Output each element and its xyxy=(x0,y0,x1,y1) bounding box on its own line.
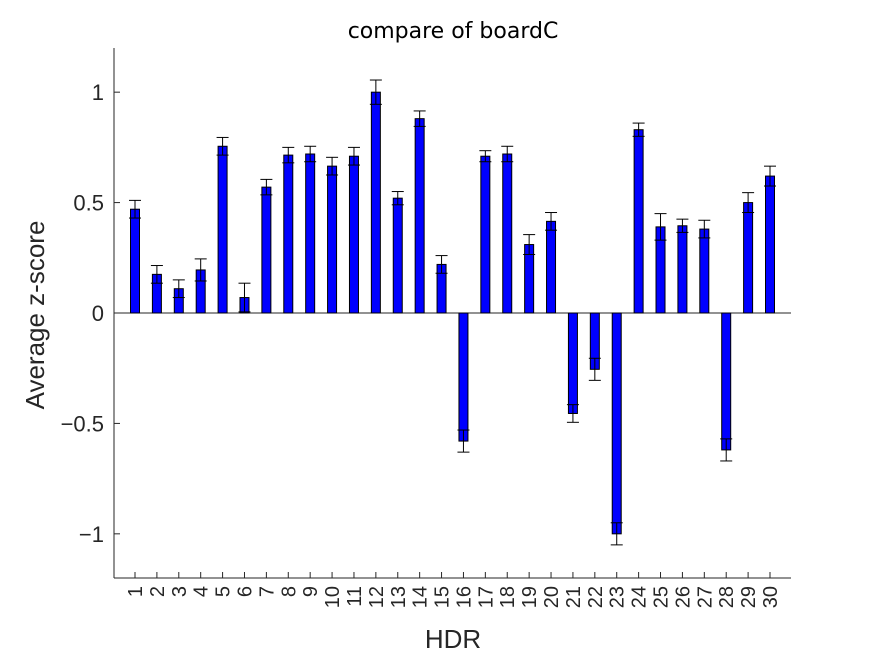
error-bars-group xyxy=(129,79,776,546)
bar xyxy=(348,155,359,314)
x-tick-label: 12 xyxy=(366,586,388,608)
x-tick-label: 7 xyxy=(256,586,278,597)
bar xyxy=(392,197,403,314)
y-tick-label: −0.5 xyxy=(61,411,104,436)
x-tick-label: 21 xyxy=(563,586,585,608)
x-tick-label: 25 xyxy=(651,586,673,608)
x-tick-label: 19 xyxy=(519,586,541,608)
bar xyxy=(480,155,491,314)
bars-group xyxy=(130,91,775,535)
x-tick-label: 22 xyxy=(585,586,607,608)
bar xyxy=(633,129,644,314)
y-tick-label: 0 xyxy=(92,301,104,326)
x-tick-label: 6 xyxy=(234,586,256,597)
x-tick-label: 26 xyxy=(672,586,694,608)
bar xyxy=(743,202,754,314)
x-tick-label: 11 xyxy=(344,586,366,607)
bar xyxy=(502,153,513,314)
bar xyxy=(327,165,338,314)
x-tick-label: 13 xyxy=(388,586,410,608)
x-tick-label: 17 xyxy=(475,586,497,608)
bar xyxy=(567,312,578,414)
x-tick-label: 30 xyxy=(760,586,782,608)
x-ticks-group: 1 2 3 4 5 6 7 8 9 10 11 12 13 14 15 16 17 18 19 20 21 22 23 24 2… xyxy=(125,572,782,608)
x-tick-label: 8 xyxy=(278,586,300,597)
x-tick-label: 20 xyxy=(541,586,563,608)
x-tick-label: 9 xyxy=(300,586,322,597)
x-tick-label: 18 xyxy=(497,586,519,608)
x-tick-label: 4 xyxy=(191,586,213,597)
chart-title: compare of boardC xyxy=(348,19,559,44)
x-tick-label: 1 xyxy=(125,586,147,597)
x-tick-label: 15 xyxy=(432,586,454,608)
x-tick-label: 16 xyxy=(453,586,475,608)
x-tick-label: 24 xyxy=(629,586,651,608)
x-axis-label: HDR xyxy=(425,624,481,654)
bar xyxy=(283,154,294,314)
y-axis-label: Average z-score xyxy=(20,221,50,410)
x-tick-label: 5 xyxy=(213,586,235,597)
bar xyxy=(677,225,688,314)
y-ticks-group: −1 −0.5 0 0.5 1 xyxy=(61,80,120,547)
y-tick-label: −1 xyxy=(79,522,104,547)
y-tick-label: 0.5 xyxy=(73,191,104,216)
x-tick-label: 10 xyxy=(322,586,344,608)
bar xyxy=(699,228,710,314)
x-tick-label: 28 xyxy=(716,586,738,608)
bar xyxy=(765,175,775,314)
bar xyxy=(721,312,732,451)
x-tick-label: 14 xyxy=(410,586,432,608)
y-tick-label: 1 xyxy=(92,80,104,105)
x-tick-label: 29 xyxy=(738,586,760,608)
bar xyxy=(217,145,228,314)
axes xyxy=(113,48,791,579)
bar xyxy=(370,91,381,314)
bar xyxy=(261,186,272,314)
bar xyxy=(546,220,557,314)
bar xyxy=(611,312,622,535)
x-tick-label: 27 xyxy=(694,586,716,608)
bar xyxy=(414,118,425,314)
x-tick-label: 23 xyxy=(607,586,629,608)
x-tick-label: 3 xyxy=(169,586,191,597)
x-tick-label: 2 xyxy=(147,586,169,597)
bar xyxy=(458,312,469,442)
bar xyxy=(130,208,140,314)
bar xyxy=(305,153,316,314)
